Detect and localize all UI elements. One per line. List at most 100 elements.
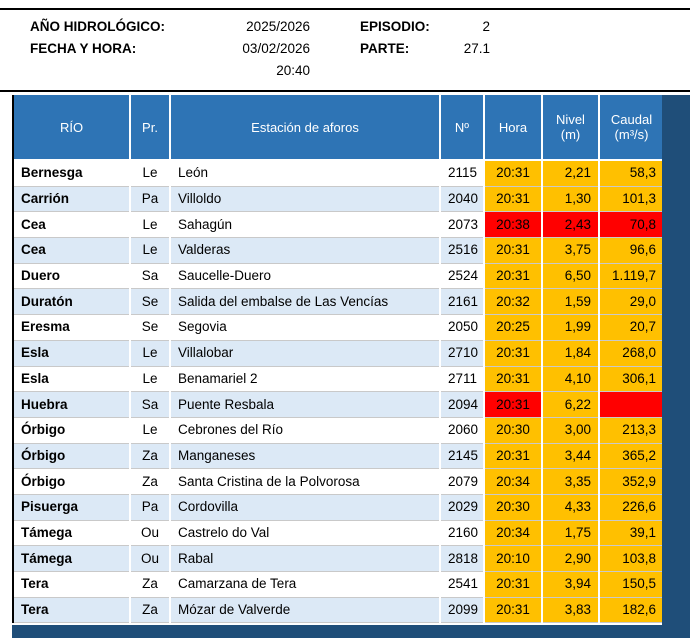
provincia-cell: Ou (130, 520, 171, 547)
hydro-year-value: 2025/2026 (246, 19, 310, 34)
table-row: Cea Le Sahagún 2073 20:38 2,43 70,8 (14, 211, 665, 239)
episode-label: EPISODIO: (360, 19, 430, 34)
nivel-cell: 2,21 (542, 160, 600, 187)
caudal-cell: 268,0 (599, 340, 665, 367)
provincia-cell: Za (130, 571, 171, 598)
parte-label: PARTE: (360, 41, 410, 56)
aforos-table: RÍO Pr. Estación de aforos Nº Hora Nivel… (14, 95, 665, 624)
parte-value: 27.1 (463, 41, 490, 56)
numero-cell: 2094 (440, 391, 485, 418)
caudal-cell: 70,8 (599, 211, 665, 239)
hora-cell: 20:25 (484, 314, 543, 341)
provincia-cell: Za (130, 597, 171, 624)
hora-cell: 20:34 (484, 468, 543, 495)
numero-cell: 2818 (440, 545, 485, 572)
nivel-cell: 3,94 (542, 571, 600, 598)
estacion-cell: Salida del embalse de Las Vencías (170, 288, 441, 316)
rio-cell: Bernesga (14, 160, 131, 187)
hora-cell: 20:31 (484, 237, 543, 264)
caudal-cell: 101,3 (599, 186, 665, 213)
datetime-value: 03/02/2026 20:40 (242, 41, 310, 78)
rio-cell: Tera (14, 597, 131, 624)
estacion-cell: Camarzana de Tera (170, 571, 441, 598)
numero-cell: 2516 (440, 237, 485, 264)
caudal-cell: 29,0 (599, 288, 665, 316)
nivel-cell: 6,50 (542, 263, 600, 290)
column-header-estacion: Estación de aforos (170, 95, 441, 161)
rio-cell: Duero (14, 263, 131, 290)
cutoff-next-table-header (12, 625, 690, 638)
rio-cell: Támega (14, 545, 131, 572)
numero-cell: 2711 (440, 366, 485, 393)
datetime-label: FECHA Y HORA: (30, 41, 137, 56)
provincia-cell: Za (130, 468, 171, 495)
caudal-cell: 96,6 (599, 237, 665, 264)
column-header-numero: Nº (440, 95, 485, 161)
hora-cell: 20:31 (484, 263, 543, 290)
table-row: Cea Le Valderas 2516 20:31 3,75 96,6 (14, 237, 665, 264)
nivel-cell: 2,90 (542, 545, 600, 572)
estacion-cell: Villalobar (170, 340, 441, 367)
hora-cell: 20:31 (484, 160, 543, 187)
column-header-caudal: Caudal (m³/s) (599, 95, 665, 161)
provincia-cell: Se (130, 288, 171, 316)
rio-cell: Tera (14, 571, 131, 598)
provincia-cell: Pa (130, 186, 171, 213)
rio-cell: Esla (14, 340, 131, 367)
hydro-year-label: AÑO HIDROLÓGICO: (30, 19, 165, 34)
numero-cell: 2050 (440, 314, 485, 341)
caudal-cell: 182,6 (599, 597, 665, 624)
nivel-cell: 2,43 (542, 211, 600, 239)
column-header-nivel: Nivel (m) (542, 95, 600, 161)
estacion-cell: Manganeses (170, 443, 441, 470)
caudal-cell: 103,8 (599, 545, 665, 572)
info-line-2: FECHA Y HORA: 03/02/2026 20:40 PARTE: 27… (0, 38, 690, 82)
table-row: Órbigo Za Santa Cristina de la Polvorosa… (14, 468, 665, 495)
column-header-rio: RÍO (14, 95, 131, 161)
nivel-cell: 1,75 (542, 520, 600, 547)
table-row: Duratón Se Salida del embalse de Las Ven… (14, 288, 665, 316)
estacion-cell: León (170, 160, 441, 187)
rio-cell: Támega (14, 520, 131, 547)
nivel-cell: 1,99 (542, 314, 600, 341)
column-header-provincia: Pr. (130, 95, 171, 161)
estacion-cell: Saucelle-Duero (170, 263, 441, 290)
table-row: Bernesga Le León 2115 20:31 2,21 58,3 (14, 160, 665, 187)
table-body: Bernesga Le León 2115 20:31 2,21 58,3 Ca… (14, 160, 665, 624)
estacion-cell: Santa Cristina de la Polvorosa (170, 468, 441, 495)
nivel-cell: 4,33 (542, 494, 600, 521)
estacion-cell: Puente Resbala (170, 391, 441, 418)
table-row: Duero Sa Saucelle-Duero 2524 20:31 6,50 … (14, 263, 665, 290)
estacion-cell: Cebrones del Río (170, 417, 441, 444)
hora-cell: 20:31 (484, 443, 543, 470)
provincia-cell: Le (130, 211, 171, 239)
rio-cell: Huebra (14, 391, 131, 418)
caudal-cell: 20,7 (599, 314, 665, 341)
provincia-cell: Za (130, 443, 171, 470)
info-line-1: AÑO HIDROLÓGICO: 2025/2026 EPISODIO: 2 (0, 16, 690, 38)
rio-cell: Duratón (14, 288, 131, 316)
hora-cell: 20:31 (484, 571, 543, 598)
provincia-cell: Le (130, 160, 171, 187)
numero-cell: 2060 (440, 417, 485, 444)
hora-cell: 20:34 (484, 520, 543, 547)
caudal-cell (599, 391, 665, 418)
hora-cell: 20:30 (484, 494, 543, 521)
numero-cell: 2079 (440, 468, 485, 495)
nivel-cell: 6,22 (542, 391, 600, 418)
rio-cell: Cea (14, 237, 131, 264)
nivel-cell: 1,30 (542, 186, 600, 213)
column-header-hora: Hora (484, 95, 543, 161)
provincia-cell: Le (130, 417, 171, 444)
numero-cell: 2040 (440, 186, 485, 213)
numero-cell: 2099 (440, 597, 485, 624)
provincia-cell: Le (130, 237, 171, 264)
estacion-cell: Benamariel 2 (170, 366, 441, 393)
hora-cell: 20:30 (484, 417, 543, 444)
numero-cell: 2161 (440, 288, 485, 316)
nivel-cell: 1,84 (542, 340, 600, 367)
estacion-cell: Castrelo do Val (170, 520, 441, 547)
caudal-cell: 365,2 (599, 443, 665, 470)
rio-cell: Carrión (14, 186, 131, 213)
numero-cell: 2524 (440, 263, 485, 290)
